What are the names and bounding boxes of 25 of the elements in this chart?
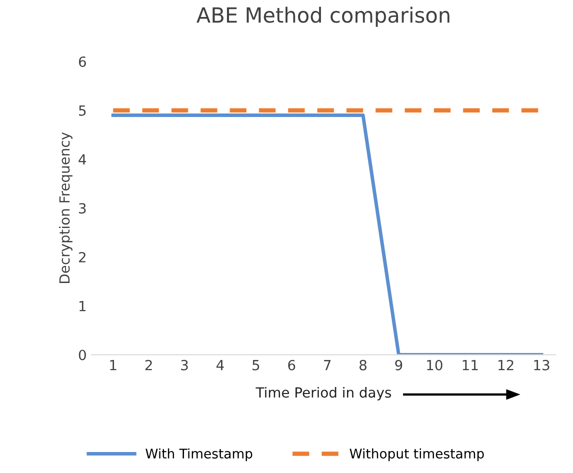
x-tick-label: 1 — [110, 360, 116, 370]
legend-label: Withoput timestamp — [350, 448, 484, 462]
x-tick-label: 3 — [181, 360, 188, 370]
y-tick-label: 1 — [80, 301, 86, 312]
x-tick-label: 8 — [360, 360, 366, 370]
x-axis-title: Time Period in days — [256, 386, 392, 400]
chart-title: ABE Method comparison — [196, 6, 450, 27]
y-tick-label: 2 — [79, 252, 86, 262]
y-tick-label: 5 — [79, 106, 86, 116]
x-tick-label: 4 — [216, 360, 224, 370]
y-tick-label: 6 — [78, 56, 86, 67]
legend-label: With Timestamp — [146, 448, 252, 462]
x-tick-label: 11 — [462, 360, 478, 370]
x-tick-label: 12 — [498, 360, 514, 370]
x-tick-label: 2 — [145, 360, 152, 370]
x-tick-label: 9 — [395, 360, 402, 370]
x-tick-label: 5 — [252, 360, 260, 370]
x-tick-label: 10 — [427, 360, 442, 370]
y-tick-label: 3 — [79, 203, 86, 214]
y-axis-title: Decryption Frequency — [58, 132, 72, 283]
x-tick-label: 7 — [324, 360, 331, 370]
x-tick-label: 6 — [288, 360, 296, 370]
y-tick-label: 4 — [78, 154, 86, 165]
x-tick-label: 13 — [534, 360, 550, 370]
y-tick-label: 0 — [78, 350, 86, 360]
